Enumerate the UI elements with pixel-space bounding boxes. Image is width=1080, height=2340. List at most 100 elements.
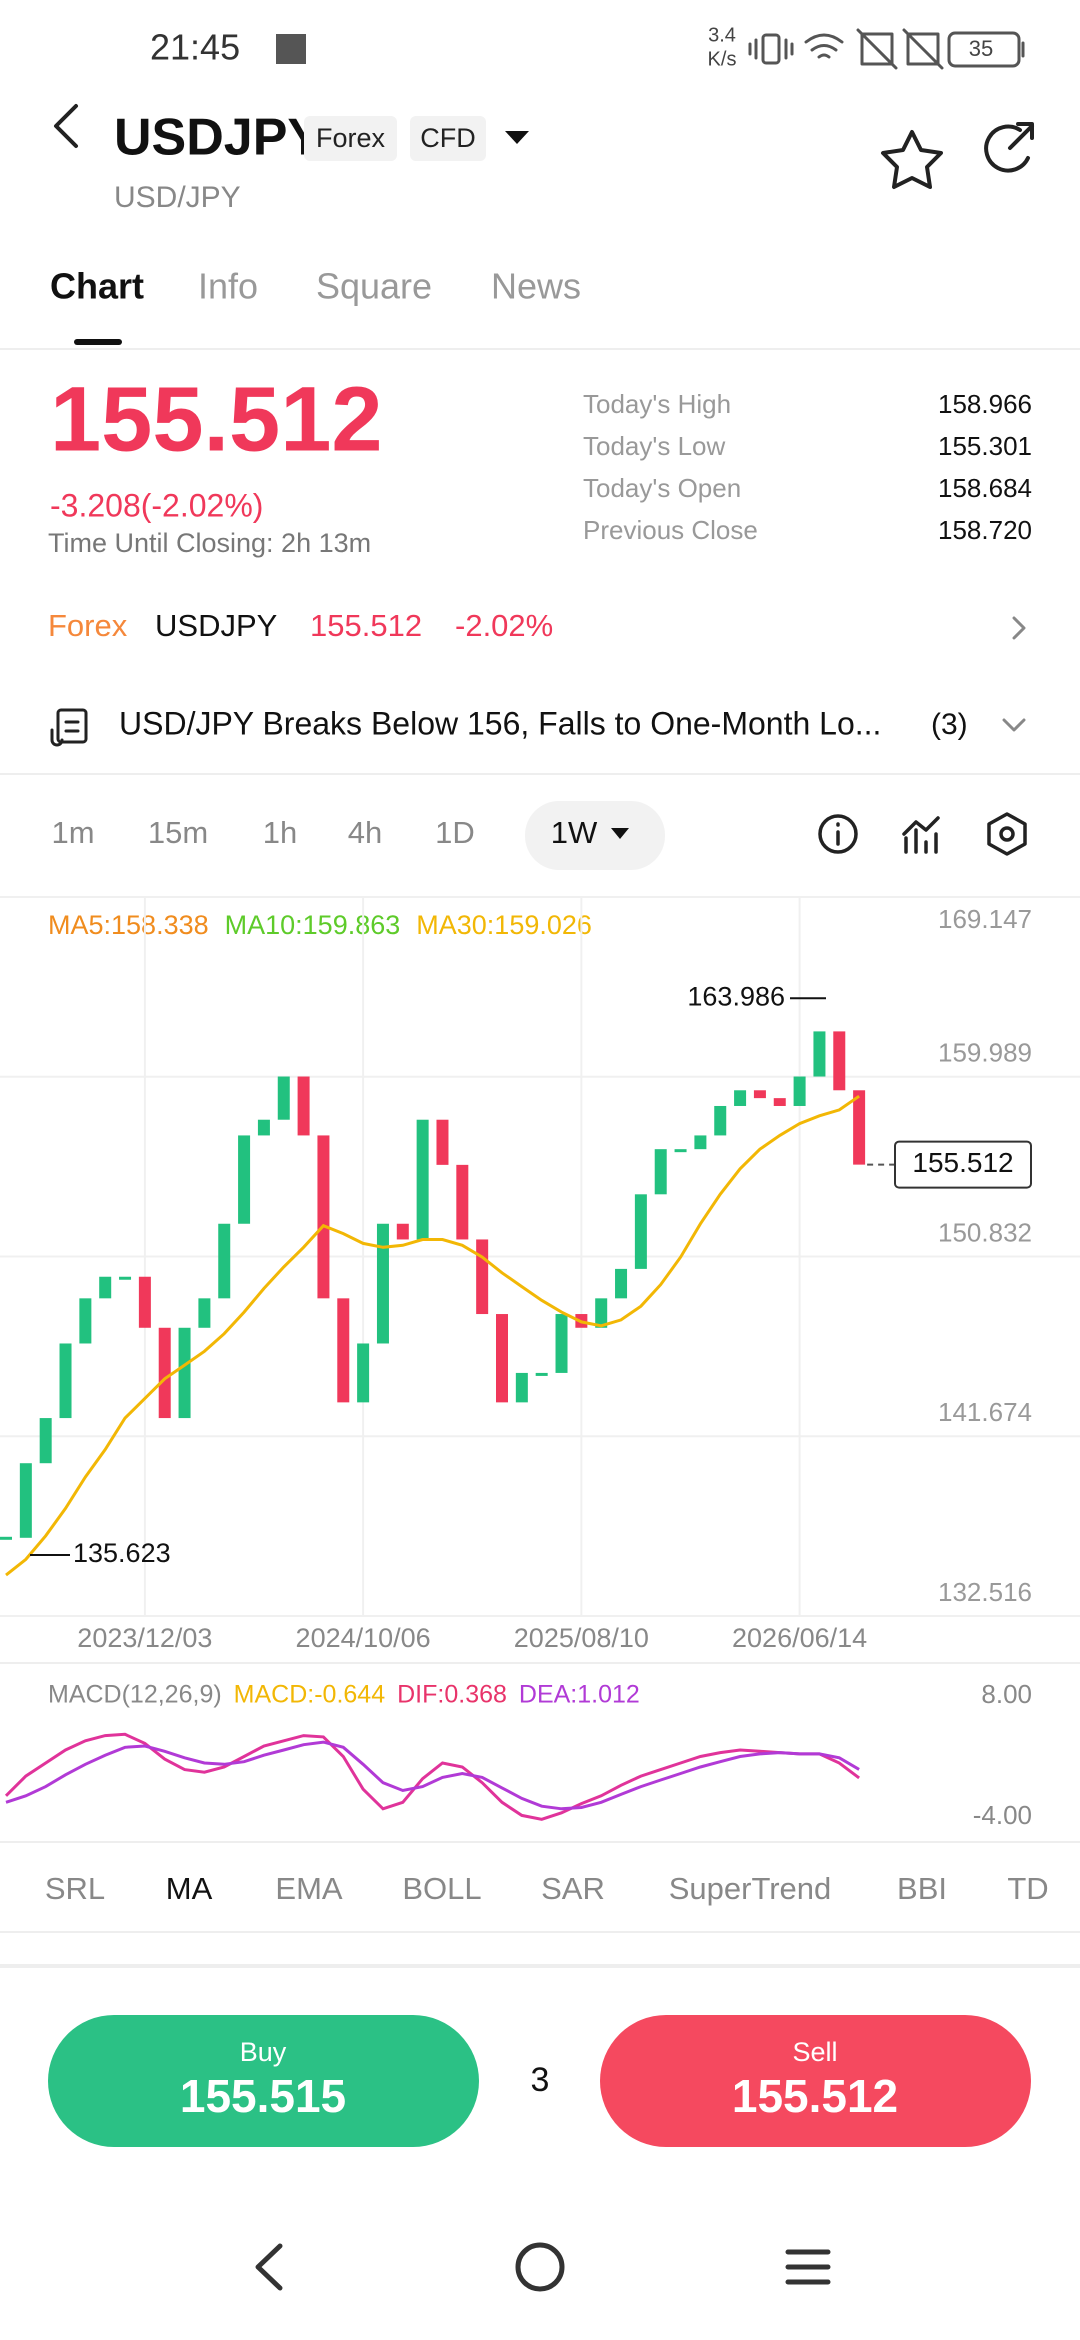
last-price-box [894,1140,1032,1189]
sell-label: Sell [792,2037,837,2067]
share-button[interactable] [984,122,1034,173]
net-unit: K/s [708,48,737,70]
indicator-tab[interactable]: BOLL [402,1871,481,1906]
candle [19,1463,32,1538]
y-tick-label: 159.989 [938,1038,1032,1068]
candle [357,1343,370,1403]
status-time: 21:45 [150,27,240,68]
sell-price: 155.512 [732,2070,898,2122]
indicator-tab[interactable]: BBI [897,1871,947,1906]
tag: CFD [420,123,476,153]
indicator-tab[interactable]: TD [1007,1871,1048,1906]
candle [277,1076,290,1120]
candle [337,1298,350,1403]
macd-line [5,1740,860,1811]
macd-label: MACD:-0.644 [234,1681,386,1709]
last-price: 155.512 [50,368,383,470]
price-change: -3.208(-2.02%) [50,487,263,523]
ticker-symbol: USDJPY [155,608,277,643]
news-expand[interactable] [1002,718,1026,732]
stat-label: Previous Close [583,515,758,545]
tag-bg [304,116,397,161]
ma-legend: MA10:159.863 [225,910,401,940]
time-until-closing: Time Until Closing: 2h 13m [48,528,371,558]
interval[interactable]: 1W [551,815,598,850]
candle [674,1149,687,1153]
stat-value: 158.720 [938,515,1032,545]
x-tick-label: 2024/10/06 [296,1623,431,1653]
favorite-button[interactable] [881,130,943,189]
candle [0,1536,12,1540]
indicator-tab[interactable]: SuperTrend [669,1871,832,1906]
candle [694,1135,707,1150]
ticker-market: Forex [48,608,128,643]
nav-menu[interactable] [785,2249,831,2285]
macd-label: DIF:0.368 [397,1681,507,1709]
high-label: 163.986 [687,981,785,1011]
indicator-tab[interactable]: SRL [45,1871,105,1906]
candle [634,1194,647,1269]
candle [257,1119,270,1136]
back-button[interactable] [54,104,78,148]
candle [396,1223,409,1240]
candle [595,1298,608,1328]
tab[interactable]: Square [316,266,432,307]
news-icon [50,708,88,747]
macd-label: DEA:1.012 [519,1681,640,1709]
candle [654,1149,667,1195]
interval[interactable]: 1h [263,815,297,850]
indicator-tab[interactable]: SAR [541,1871,605,1906]
x-tick-label: 2023/12/03 [77,1623,212,1653]
stat-value: 158.966 [938,389,1032,419]
candle [456,1164,469,1240]
interval[interactable]: 1D [435,815,475,850]
stat-label: Today's Low [583,431,725,461]
symbol: USDJPY [114,109,322,167]
interval[interactable]: 1m [51,815,94,850]
indicator-tab[interactable]: MA [166,1871,213,1906]
buy-button[interactable] [48,2015,479,2147]
x-tick-label: 2026/06/14 [732,1623,867,1653]
nav-back[interactable] [255,2243,283,2291]
candle [138,1276,151,1328]
ma30-line [5,1094,860,1577]
candle [773,1098,786,1106]
stat-value: 155.301 [938,431,1032,461]
candle [734,1090,747,1106]
macd-chart: MACD(12,26,9) MACD:-0.644 DIF:0.368 DEA:1.0… [4,1679,1032,1830]
candle [555,1314,568,1373]
tab[interactable]: Info [198,266,258,307]
candle [833,1031,846,1091]
candle [436,1119,449,1165]
chart-tools[interactable] [818,812,1027,856]
tab[interactable]: Chart [50,266,144,307]
macd-tick-label: 8.00 [981,1679,1032,1709]
tab[interactable]: News [491,266,581,307]
last-price-label: 155.512 [912,1147,1013,1178]
x-tick-label: 2025/08/10 [514,1623,649,1653]
y-tick-label: 169.147 [938,904,1032,934]
nav-home[interactable] [515,2242,565,2292]
candle [853,1090,866,1165]
interval[interactable]: 4h [348,815,382,850]
candle [99,1276,112,1299]
ticker-chevron[interactable] [1012,616,1026,640]
macd-label: MACD(12,26,9) [48,1681,222,1709]
candle [158,1327,171,1419]
candle [198,1298,211,1328]
indicator-tab[interactable]: EMA [275,1871,343,1906]
sell-button[interactable] [600,2015,1031,2147]
tag-bg [410,116,486,161]
dropdown-icon[interactable] [505,131,529,144]
candle [515,1372,528,1403]
interval-dropdown[interactable] [611,828,629,839]
ticker-change: -2.02% [455,608,553,643]
candle [218,1223,231,1299]
buy-label: Buy [240,2037,287,2067]
candle [79,1298,92,1344]
interval-pill[interactable] [525,801,665,870]
interval[interactable]: 15m [148,815,208,850]
tag: Forex [316,123,386,153]
y-tick-label: 150.832 [938,1217,1032,1247]
